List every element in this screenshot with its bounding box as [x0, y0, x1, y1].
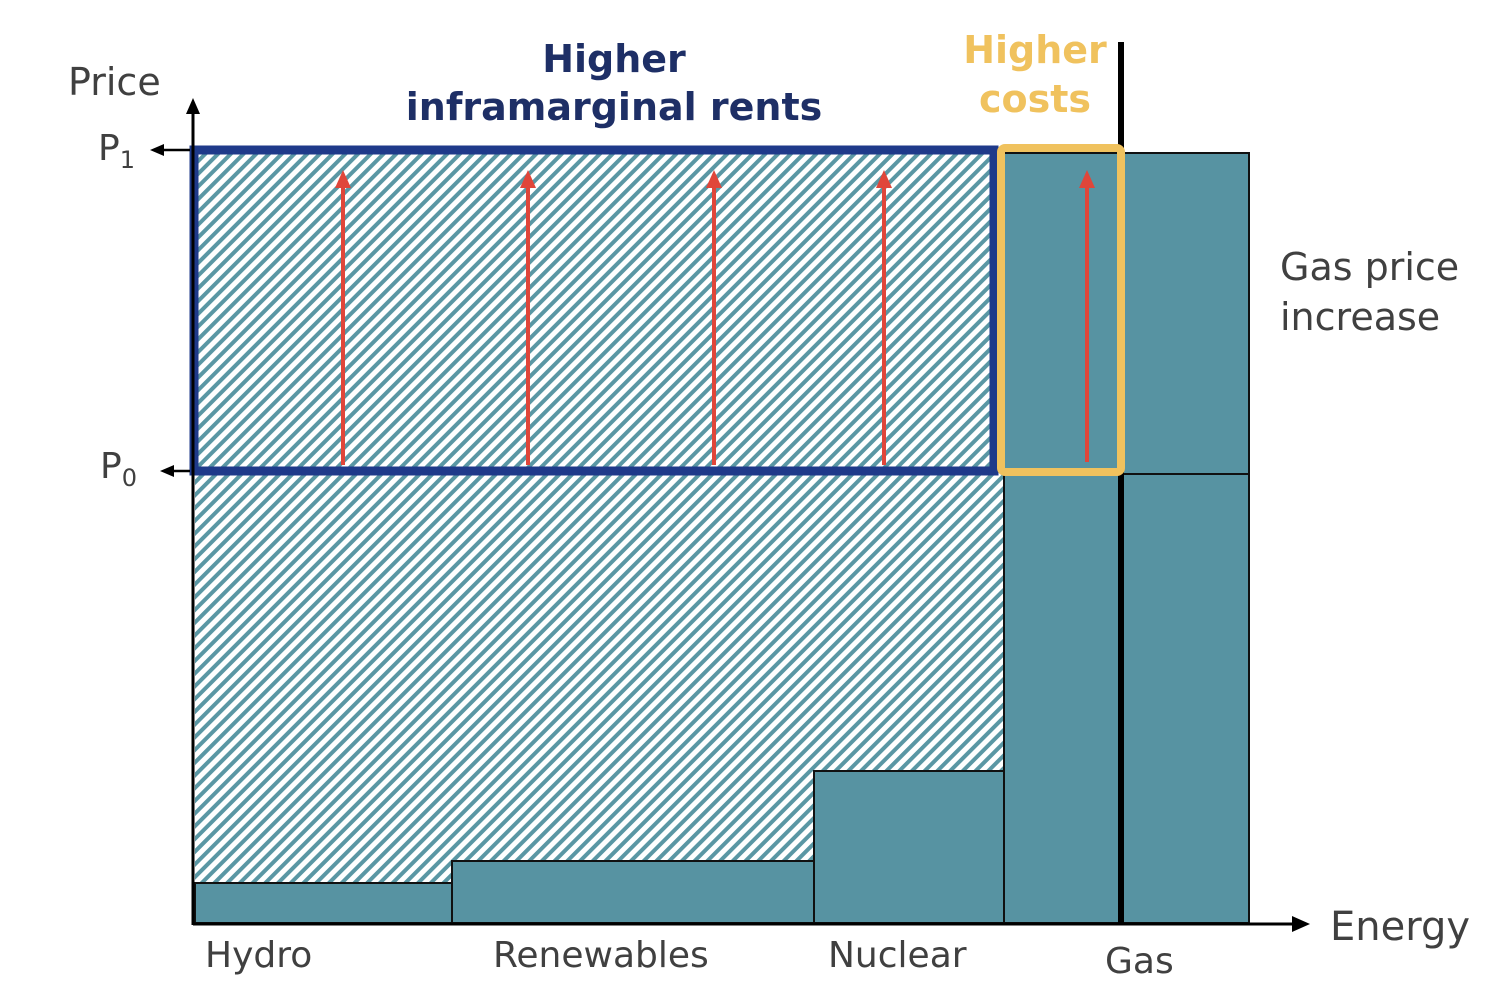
- higher-costs-box: [997, 144, 1125, 476]
- p1-pointer-head: [150, 144, 164, 156]
- costs-title-line2: costs: [979, 77, 1091, 121]
- y-axis-label: Price: [68, 60, 161, 104]
- p1-label-main: P: [98, 128, 120, 169]
- y-axis-arrowhead: [186, 98, 200, 114]
- x-axis-label: Energy: [1330, 904, 1470, 950]
- gas-note-line1: Gas price: [1280, 245, 1459, 289]
- p0-label-sub: 0: [122, 464, 137, 492]
- price-increase-arrows: [335, 170, 1095, 465]
- category-nuclear: Nuclear: [828, 935, 967, 976]
- arrowhead-renewables-2: [706, 170, 722, 188]
- rents-title-line1: Higher: [542, 37, 686, 81]
- category-gas: Gas: [1105, 941, 1174, 982]
- costs-title-line1: Higher: [963, 28, 1107, 72]
- arrowhead-nuclear: [876, 170, 892, 188]
- p0-label: P0: [100, 446, 137, 492]
- x-axis-arrowhead: [1292, 916, 1310, 932]
- arrowhead-renewables-1: [520, 170, 536, 188]
- category-renewables: Renewables: [493, 935, 709, 976]
- arrowhead-gas: [1079, 170, 1095, 188]
- category-hydro: Hydro: [205, 935, 312, 976]
- p1-label-sub: 1: [120, 146, 135, 174]
- gas-bar-marginal-lower: [1003, 473, 1250, 924]
- p1-label: P1: [98, 128, 135, 174]
- p0-label-main: P: [100, 446, 122, 487]
- gas-note-line2: increase: [1280, 295, 1440, 339]
- p0-pointer-head: [160, 465, 174, 477]
- hydro-bar: [194, 882, 453, 924]
- inframarginal-rents-area: [195, 150, 1005, 885]
- nuclear-bar: [813, 770, 1005, 924]
- rents-title-line2: inframarginal rents: [406, 85, 823, 129]
- arrowhead-hydro: [335, 170, 351, 188]
- renewables-bar: [451, 860, 815, 924]
- gas-bar-marginal-upper: [1003, 152, 1250, 475]
